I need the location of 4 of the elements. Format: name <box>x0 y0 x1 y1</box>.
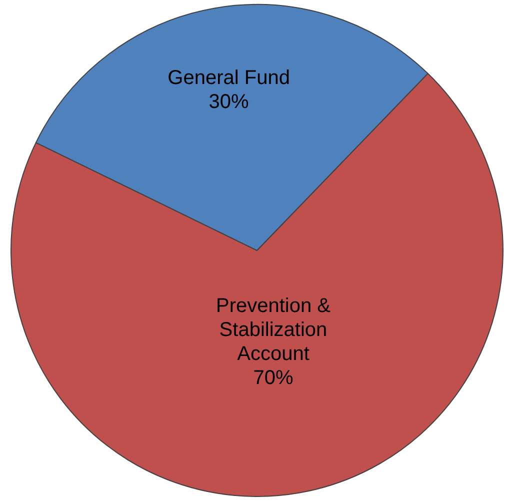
data-label: 30% <box>208 91 250 114</box>
slice-label: General Fund <box>168 67 290 90</box>
slice-label: Prevention & Stabilization Account <box>216 295 332 366</box>
data-label: 70% <box>253 367 294 390</box>
